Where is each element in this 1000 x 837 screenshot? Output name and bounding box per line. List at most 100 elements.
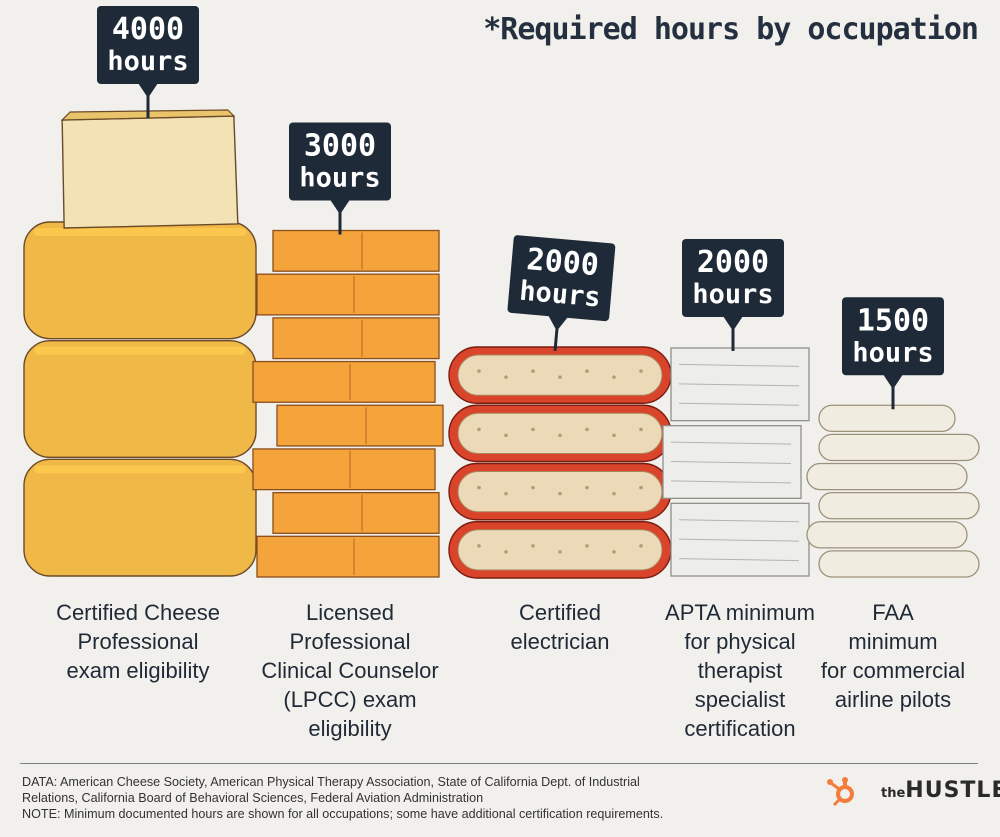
cheese-hole <box>612 433 616 438</box>
brie-layer-line <box>670 480 792 484</box>
wheel-rind-highlight <box>34 228 246 236</box>
category-label-line: Clinical Counselor <box>261 658 439 683</box>
cheese-stack <box>806 404 980 578</box>
category-label-line: for commercial <box>820 658 966 683</box>
cheese-hole <box>477 485 481 490</box>
cheese-hole <box>558 375 562 379</box>
brand-name: HUSTLE <box>905 778 1000 803</box>
category-label: Certified electrician <box>460 598 660 656</box>
cheese-stack <box>448 346 672 579</box>
cheese-brick <box>276 404 444 447</box>
footer-line: DATA: American Cheese Society, American … <box>22 775 640 789</box>
value-label: 2000 <box>525 242 600 283</box>
cheese-hole <box>639 544 643 548</box>
value-unit-label: hours <box>692 279 773 310</box>
value-label: 2000 <box>697 245 769 280</box>
tag-pointer <box>723 316 743 331</box>
cheese-hole <box>504 375 508 379</box>
cheese-hole <box>585 427 589 432</box>
category-label-line: exam eligibility <box>66 658 210 683</box>
brand-logo: theHUSTLE <box>823 776 1000 808</box>
footer-divider <box>20 763 978 764</box>
cheese-stack <box>23 109 257 577</box>
cheese-hole <box>639 369 643 373</box>
category-label: FAA minimum for commercial airline pilots <box>793 598 993 714</box>
cheese-hole <box>477 427 481 432</box>
cheese-hole <box>504 491 508 496</box>
tag-pointer <box>548 315 569 331</box>
cheese-hole <box>585 369 589 373</box>
value-label: 1500 <box>857 303 929 338</box>
cheese-hole <box>504 433 508 438</box>
cheese-hole <box>585 544 589 548</box>
category-label-line: Professional <box>289 629 411 654</box>
cheese-hole <box>558 433 562 438</box>
wheel-cut-face <box>457 354 663 396</box>
cheese-round <box>818 491 980 520</box>
tag-box <box>289 122 391 201</box>
brie-layer-line <box>678 558 800 562</box>
category-label: APTA minimum for physical therapist special… <box>640 598 840 743</box>
cheese-brick <box>252 360 436 403</box>
category-label: Certified Cheese Professional exam eligibi… <box>38 598 238 685</box>
cheese-brick <box>252 448 436 491</box>
category-label-line: therapist <box>697 658 783 683</box>
category-label-line: airline pilots <box>834 687 952 712</box>
cheese-hole <box>531 427 535 432</box>
cheese-round <box>818 550 980 578</box>
wheel-cut-face <box>457 412 663 454</box>
cheese-hole <box>531 485 535 490</box>
footer-line: NOTE: Minimum documented hours are shown… <box>22 807 664 821</box>
cheese-brick <box>272 491 440 534</box>
cheese-stack <box>662 347 810 577</box>
tag-box <box>97 6 199 84</box>
brie-layer-line <box>678 383 800 387</box>
category-label-line: FAA <box>872 600 914 625</box>
cheese-hole <box>558 550 562 554</box>
value-label: 4000 <box>112 12 184 47</box>
category-label-line: eligibility <box>308 716 392 741</box>
cheese-chunk <box>61 115 239 229</box>
cheese-round <box>806 462 968 491</box>
tag-box <box>682 239 784 317</box>
cheese-hole <box>612 491 616 496</box>
category-label-line: for physical <box>684 629 796 654</box>
brie-layer-line <box>678 519 800 523</box>
category-label-line: (LPCC) exam <box>283 687 417 712</box>
value-label: 3000 <box>304 129 376 164</box>
tag-pointer <box>883 374 903 390</box>
cheese-round <box>806 521 968 549</box>
cheese-hole <box>639 427 643 432</box>
cheese-hole <box>558 491 562 496</box>
cheese-round <box>818 404 956 433</box>
cheese-brick <box>272 317 440 360</box>
cheese-hole <box>585 485 589 490</box>
tag-pointer <box>138 83 158 98</box>
brie-layer-line <box>670 441 792 445</box>
value-unit-label: hours <box>299 163 380 194</box>
cheese-hole <box>531 544 535 548</box>
value-unit-label: hours <box>518 276 602 314</box>
cheese-round <box>818 433 980 462</box>
category-label-line: Professional <box>77 629 199 654</box>
tag-box <box>507 235 616 322</box>
footer-notes: DATA: American Cheese Society, American … <box>22 774 762 822</box>
chart-subtitle: *Required hours by occupation <box>483 12 979 47</box>
tag-pointer <box>330 199 350 215</box>
wheel-cut-face <box>457 471 663 513</box>
category-label-line: Licensed <box>305 600 395 625</box>
brand-wordmark: theHUSTLE <box>881 778 1000 803</box>
cheese-brick <box>256 535 440 578</box>
cheese-hole <box>477 544 481 548</box>
category-label-line: APTA minimum <box>665 600 815 625</box>
brand-the: the <box>881 786 906 801</box>
category-label-line: Certified <box>519 600 601 625</box>
brie-layer-line <box>678 402 800 406</box>
wheel-rind-highlight <box>34 346 246 355</box>
category-label-line: electrician <box>510 629 610 654</box>
